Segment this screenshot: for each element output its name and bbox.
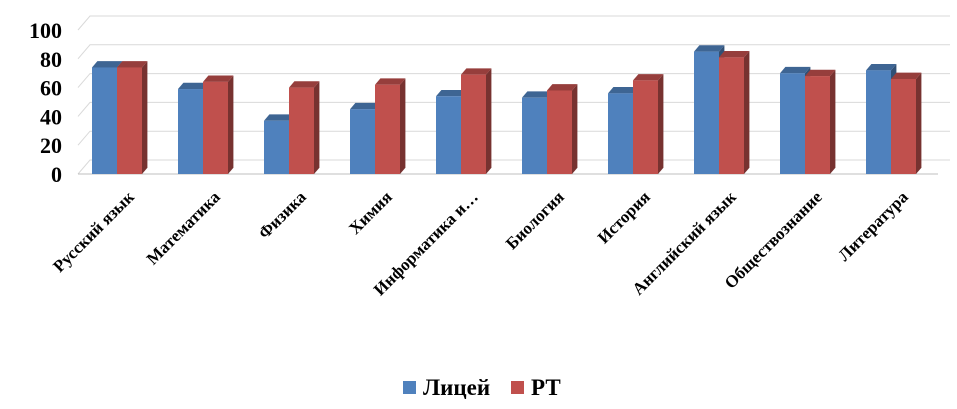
legend-swatch xyxy=(511,381,524,394)
gridline-60 xyxy=(77,73,950,88)
bar-rt xyxy=(461,68,492,174)
bar-rt xyxy=(547,84,578,174)
bar-rt xyxy=(117,61,148,174)
category-label: Литература xyxy=(834,187,912,265)
bar-rt xyxy=(375,78,406,174)
y-tick-label: 60 xyxy=(40,76,62,101)
legend-item: Лицей xyxy=(403,375,490,400)
gridline-100 xyxy=(77,15,950,31)
category-label: История xyxy=(594,187,654,247)
category-label: Химия xyxy=(345,187,396,238)
bar-rt xyxy=(891,72,922,174)
gridline-80 xyxy=(77,44,950,60)
legend: Лицей РТ xyxy=(403,375,561,400)
bar-rt xyxy=(805,69,836,174)
y-tick-label: 20 xyxy=(40,133,62,158)
legend-label: Лицей xyxy=(423,375,490,400)
category-label: Физика xyxy=(255,187,311,243)
bar-rt xyxy=(289,81,320,174)
bar-rt xyxy=(719,51,750,175)
bars xyxy=(92,45,922,175)
y-tick-label: 80 xyxy=(40,47,62,72)
legend-item: РТ xyxy=(511,375,561,400)
x-axis-labels: Русский язык Математика Физика ХимияИнформа… xyxy=(49,187,912,299)
legend-swatch xyxy=(403,381,416,394)
category-label: Биология xyxy=(502,187,568,253)
y-tick-label: 40 xyxy=(40,104,62,129)
category-label: Математика xyxy=(143,187,224,268)
category-label: Русский язык xyxy=(49,187,138,276)
y-tick-label: 100 xyxy=(29,18,62,43)
bar-rt xyxy=(633,74,664,174)
y-tick-label: 0 xyxy=(51,162,62,187)
legend-label: РТ xyxy=(531,375,561,400)
bar-rt xyxy=(203,75,234,174)
y-axis-ticks: 0 20 40 60 80 100 xyxy=(29,18,62,187)
